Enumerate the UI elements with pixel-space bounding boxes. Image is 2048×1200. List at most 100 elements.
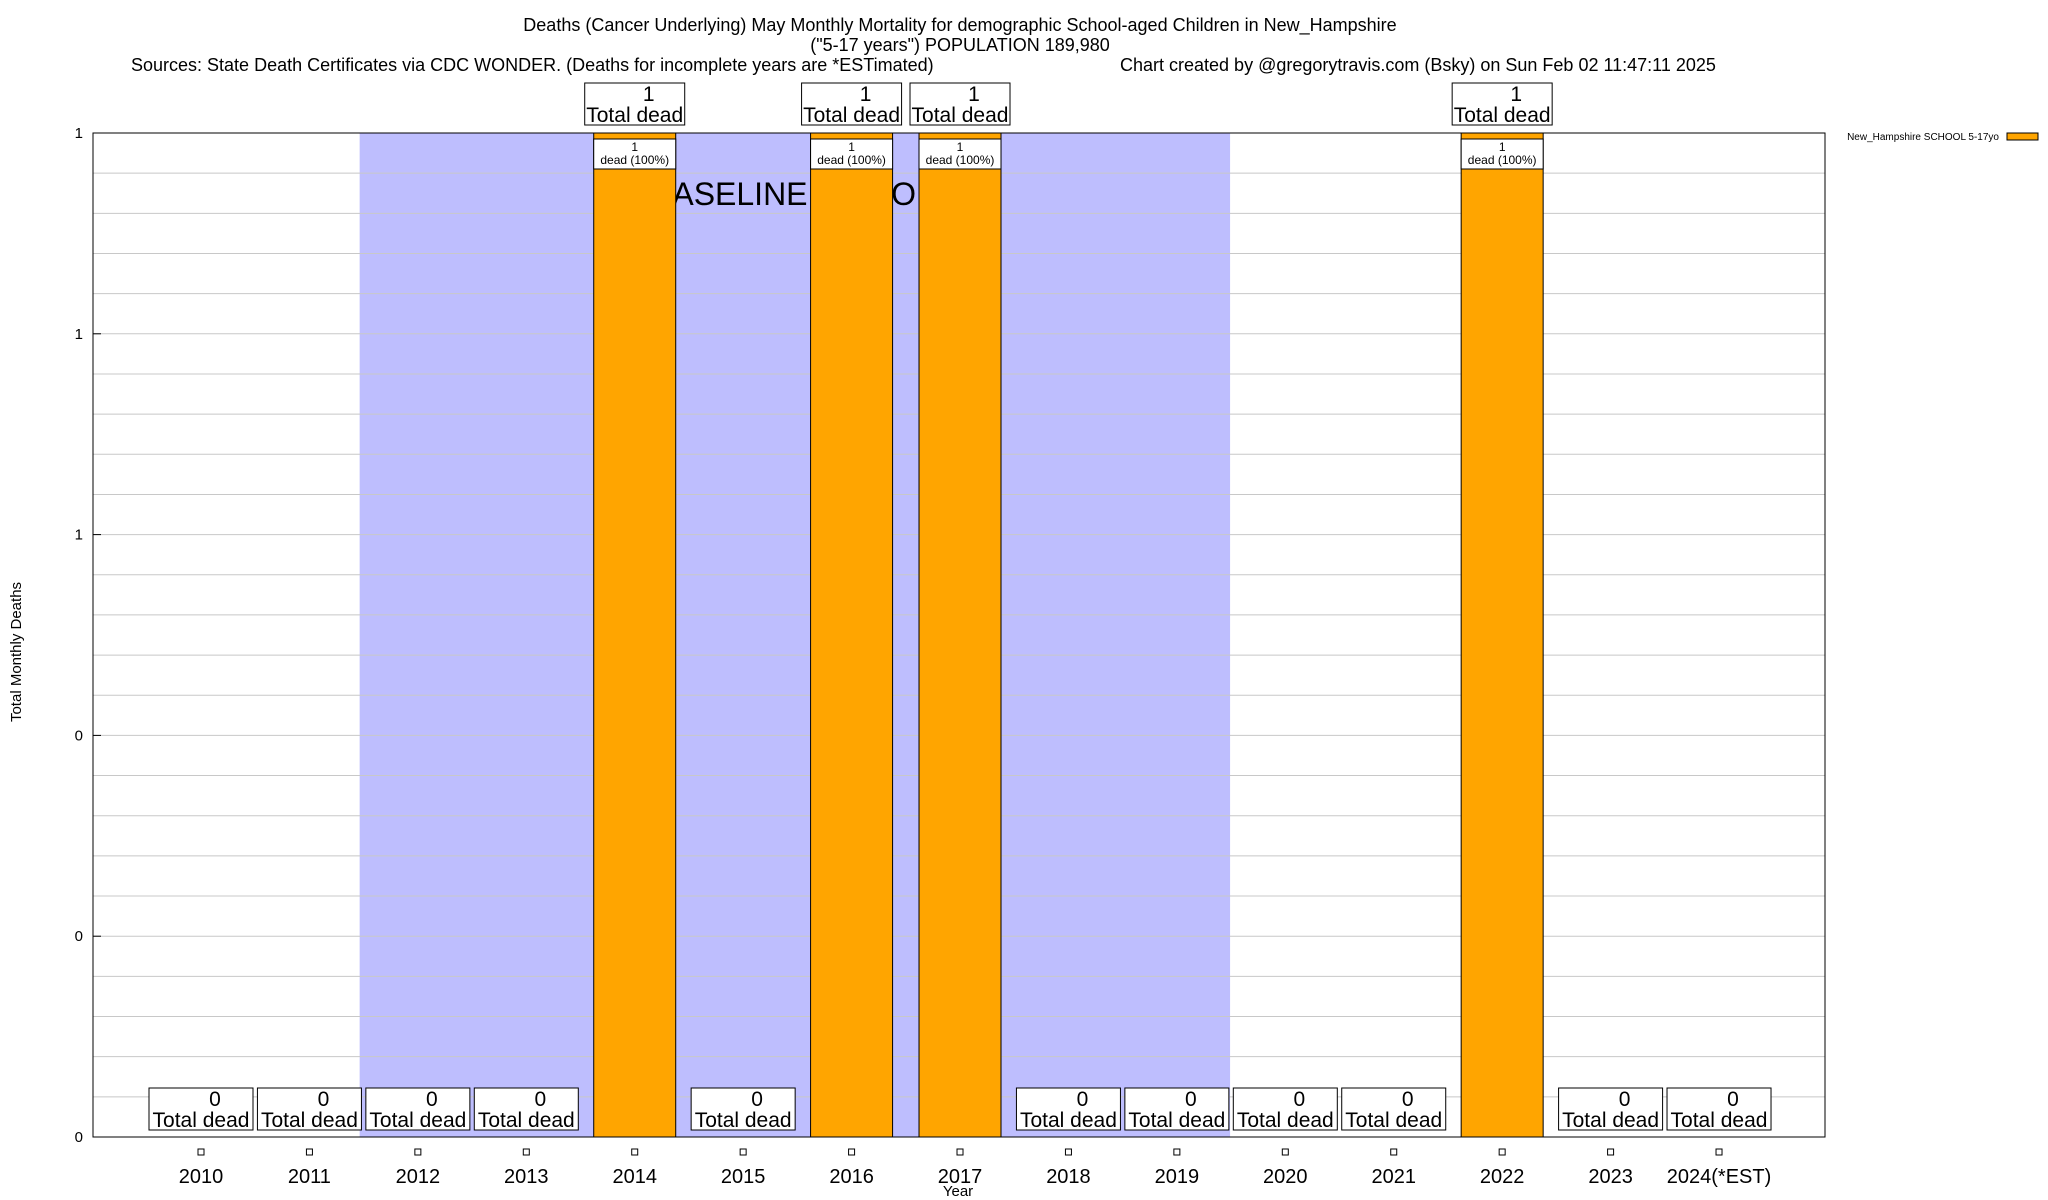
bar-percent-value: 1 (957, 140, 964, 154)
percent-box (810, 138, 894, 170)
x-tick-marker (1498, 1148, 1506, 1156)
x-tick-label: 2019 (1155, 1166, 1200, 1188)
total-dead-label: Total dead (1562, 1109, 1659, 1132)
total-dead-label: Total dead (369, 1109, 466, 1132)
total-dead-box (473, 1087, 579, 1131)
x-tick-label: 2012 (396, 1166, 441, 1188)
bar-value-label: 0 (1727, 1088, 1739, 1111)
x-tick-label: 2015 (721, 1166, 766, 1188)
total-dead-box (365, 1087, 471, 1131)
x-tick-label: 2024(*EST) (1667, 1166, 1772, 1188)
total-dead-box (256, 1087, 362, 1131)
bar (1460, 132, 1544, 1138)
total-dead-label: Total dead (803, 104, 900, 127)
total-dead-box (1666, 1087, 1772, 1131)
bar-value-label: 0 (318, 1088, 330, 1111)
chart-title-line-2: ("5-17 years") POPULATION 189,980 (810, 35, 1110, 55)
percent-box (1460, 138, 1544, 170)
total-dead-label: Total dead (261, 1109, 358, 1132)
x-tick-label: 2010 (179, 1166, 224, 1188)
x-tick-marker (848, 1148, 856, 1156)
bar-value-label: 0 (1077, 1088, 1089, 1111)
total-dead-label: Total dead (695, 1109, 792, 1132)
total-dead-label: Total dead (1128, 1109, 1225, 1132)
baseline-period-band (359, 133, 1231, 1137)
x-axis-label: Year (943, 1183, 973, 1200)
y-tick-label: 0 (75, 928, 83, 945)
x-tick-marker (1607, 1148, 1615, 1156)
bar-value-label: 0 (426, 1088, 438, 1111)
percent-box (918, 138, 1002, 170)
bar-value-label: 1 (968, 83, 980, 106)
total-dead-box (584, 82, 686, 126)
plot-border (92, 132, 1826, 1138)
bar-value-label: 0 (1402, 1088, 1414, 1111)
x-tick-label: 2014 (612, 1166, 657, 1188)
y-tick-label: 1 (75, 326, 83, 343)
chart-subtitle-sources: Sources: State Death Certificates via CD… (131, 55, 934, 75)
bar-value-label: 1 (643, 83, 655, 106)
y-tick-label: 1 (75, 125, 83, 142)
total-dead-label: Total dead (1345, 1109, 1442, 1132)
x-tick-marker (1064, 1148, 1072, 1156)
total-dead-label: Total dead (912, 104, 1009, 127)
bar-percent-label: dead (100%) (1468, 153, 1537, 167)
total-dead-label: Total dead (478, 1109, 575, 1132)
x-tick-marker (631, 1148, 639, 1156)
total-dead-box (1124, 1087, 1230, 1131)
x-tick-marker (522, 1148, 530, 1156)
bar-value-label: 1 (1510, 83, 1522, 106)
baseline-period-label: BASELINE PERIOD (651, 176, 939, 212)
bar-value-label: 0 (1293, 1088, 1305, 1111)
total-dead-box (1232, 1087, 1338, 1131)
y-tick-label: 0 (75, 727, 83, 744)
bar-percent-value: 1 (631, 140, 638, 154)
x-tick-label: 2021 (1371, 1166, 1416, 1188)
total-dead-box (148, 1087, 254, 1131)
bar-percent-value: 1 (1499, 140, 1506, 154)
bar (593, 132, 677, 1138)
total-dead-box (1341, 1087, 1447, 1131)
chart-subtitle-credit: Chart created by @gregorytravis.com (Bsk… (1120, 55, 1716, 75)
legend-series-swatch (2006, 132, 2039, 141)
x-tick-label: 2011 (288, 1166, 331, 1188)
x-tick-label: 2022 (1480, 1166, 1525, 1188)
chart-title-line-1: Deaths (Cancer Underlying) May Monthly M… (523, 15, 1396, 36)
bar-value-label: 0 (1619, 1088, 1631, 1111)
bar-percent-value: 1 (848, 140, 855, 154)
x-tick-label: 2018 (1046, 1166, 1091, 1188)
total-dead-box (909, 82, 1011, 126)
total-dead-box (1015, 1087, 1121, 1131)
x-tick-label: 2023 (1588, 1166, 1633, 1188)
x-tick-marker (956, 1148, 964, 1156)
bar-value-label: 1 (860, 83, 872, 106)
x-tick-marker (1173, 1148, 1181, 1156)
y-axis-label: Total Monthly Deaths (8, 582, 25, 722)
x-tick-marker (1390, 1148, 1398, 1156)
x-tick-marker (1281, 1148, 1289, 1156)
x-tick-label: 2016 (829, 1166, 874, 1188)
bar-value-label: 0 (751, 1088, 763, 1111)
total-dead-box (690, 1087, 796, 1131)
total-dead-box (1558, 1087, 1664, 1131)
percent-box (593, 138, 677, 170)
bar-percent-label: dead (100%) (926, 153, 995, 167)
total-dead-label: Total dead (1671, 1109, 1768, 1132)
x-tick-marker (739, 1148, 747, 1156)
total-dead-label: Total dead (1454, 104, 1551, 127)
bar (810, 132, 894, 1138)
total-dead-label: Total dead (586, 104, 683, 127)
y-tick-label: 1 (75, 527, 83, 544)
bar-value-label: 0 (534, 1088, 546, 1111)
total-dead-label: Total dead (153, 1109, 250, 1132)
total-dead-box (1451, 82, 1553, 126)
x-tick-marker (414, 1148, 422, 1156)
bar-percent-label: dead (100%) (600, 153, 669, 167)
x-tick-marker (197, 1148, 205, 1156)
total-dead-box (801, 82, 903, 126)
bar (918, 132, 1002, 1138)
bar-percent-label: dead (100%) (817, 153, 886, 167)
x-tick-label: 2017 (938, 1166, 983, 1188)
